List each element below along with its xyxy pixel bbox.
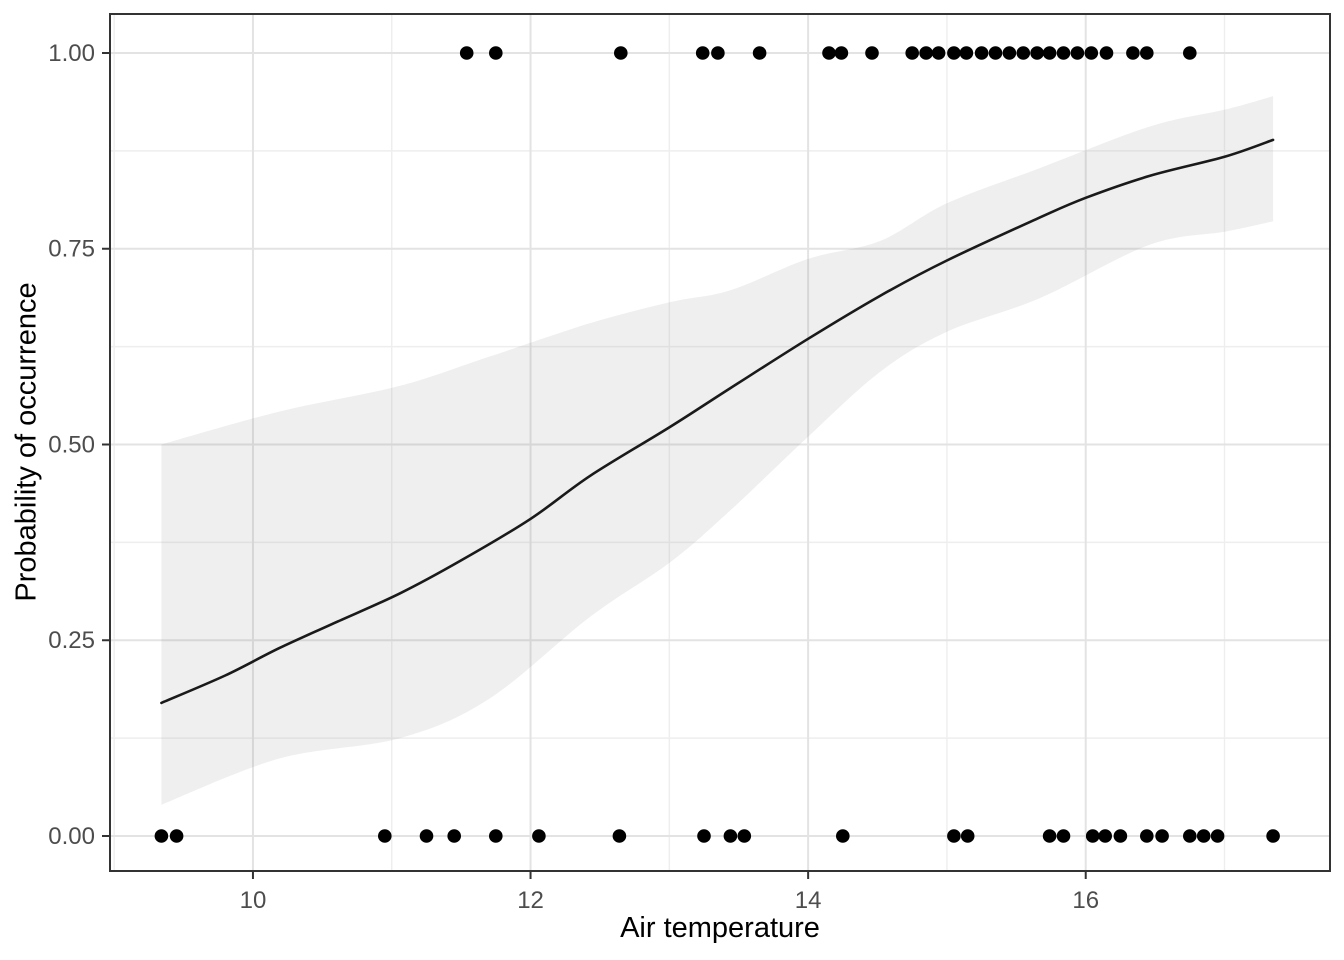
data-point [1085, 829, 1100, 843]
y-tick-label: 0.25 [48, 627, 95, 654]
data-point [959, 46, 974, 60]
y-axis-title: Probability of occurrence [10, 282, 43, 602]
data-point [1113, 829, 1128, 843]
data-point [1056, 829, 1071, 843]
data-point [836, 829, 850, 843]
data-point [1042, 46, 1057, 60]
data-point [459, 46, 474, 60]
data-point [711, 46, 725, 60]
data-point [447, 829, 462, 843]
data-point [489, 46, 503, 60]
data-point [419, 829, 434, 843]
data-point [1098, 829, 1112, 843]
data-point [697, 829, 711, 843]
data-point [919, 46, 933, 60]
data-point [1140, 829, 1154, 843]
data-point [1196, 829, 1211, 843]
data-point [960, 829, 975, 843]
data-point [752, 46, 767, 60]
data-point [378, 829, 392, 843]
data-point [1056, 46, 1071, 60]
data-point [1099, 46, 1114, 60]
data-point [865, 46, 879, 60]
data-point [612, 829, 627, 843]
data-point [947, 829, 961, 843]
y-tick-label: 0.00 [48, 823, 95, 850]
y-tick-label: 1.00 [48, 40, 95, 67]
data-point [834, 46, 849, 60]
confidence-ribbon [161, 96, 1274, 805]
data-point [532, 829, 546, 843]
data-point [1042, 829, 1057, 843]
data-point [489, 829, 503, 843]
data-point [723, 829, 738, 843]
x-tick-label: 10 [240, 887, 267, 914]
data-point [1266, 829, 1280, 843]
data-point [1030, 46, 1044, 60]
data-point [695, 46, 710, 60]
data-point [1002, 46, 1017, 60]
data-point [1155, 829, 1169, 843]
data-point [931, 46, 946, 60]
x-tick-label: 12 [517, 887, 544, 914]
data-point [822, 46, 836, 60]
fit-line [160, 138, 1275, 705]
data-point [169, 829, 184, 843]
data-point [737, 829, 752, 843]
data-point [1070, 46, 1085, 60]
x-tick-label: 16 [1072, 887, 1099, 914]
data-point [947, 46, 961, 60]
data-point [1126, 46, 1140, 60]
y-tick-label: 0.50 [48, 431, 95, 458]
data-point [1183, 829, 1197, 843]
data-point [1084, 46, 1099, 60]
data-point [1140, 46, 1154, 60]
y-tick-label: 0.75 [48, 236, 95, 263]
data-point [1183, 46, 1197, 60]
panel-background [110, 14, 1330, 871]
data-point [974, 46, 989, 60]
data-point [905, 46, 919, 60]
data-point [1210, 829, 1225, 843]
panel-border [109, 13, 1331, 872]
x-axis-title: Air temperature [620, 912, 820, 944]
data-point [614, 46, 628, 60]
data-point [988, 46, 1003, 60]
data-point [1016, 46, 1031, 60]
data-point [154, 829, 169, 843]
x-tick-label: 14 [795, 887, 822, 914]
